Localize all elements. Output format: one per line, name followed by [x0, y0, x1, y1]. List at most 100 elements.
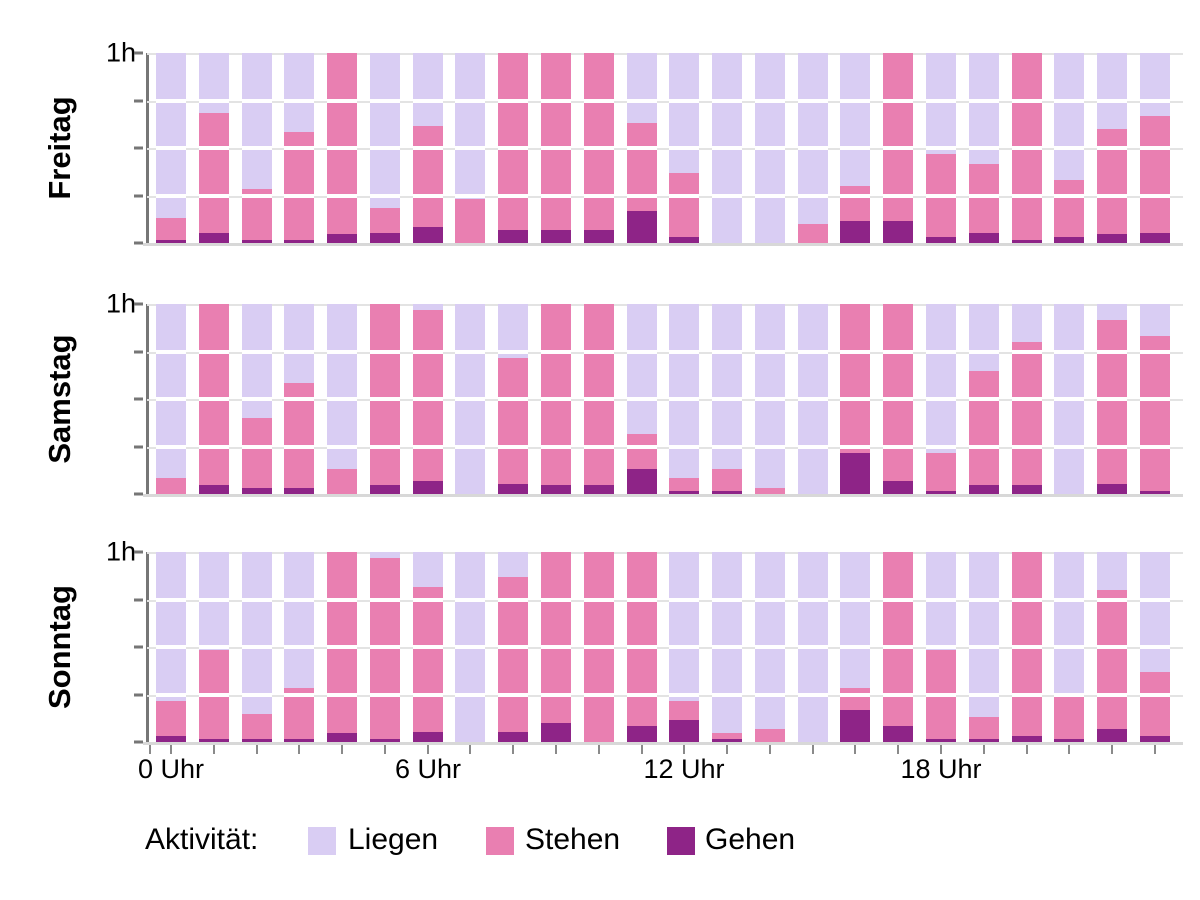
gridline-over-bar [797, 98, 828, 103]
gridline-over-bar [1097, 597, 1128, 602]
plot-area-sonntag [143, 552, 1183, 745]
gridline-over-bar [541, 692, 572, 697]
segment-gehen [968, 233, 999, 243]
gridline-over-bar [669, 397, 700, 401]
segment-liegen [1097, 304, 1128, 320]
segment-gehen [1097, 484, 1128, 494]
bar-hour-3 [284, 304, 315, 494]
gridline [147, 100, 1183, 103]
gridline-over-bar [327, 597, 358, 602]
segment-liegen [1097, 53, 1128, 129]
segment-stehen [883, 304, 914, 482]
gridline-over-bar [968, 98, 999, 103]
gridline-over-bar [541, 444, 572, 449]
gridline-over-bar [583, 645, 614, 649]
x-tick-label-18: 18 Uhr [900, 754, 982, 784]
segment-liegen [498, 304, 529, 358]
segment-gehen [412, 227, 443, 243]
segment-gehen [626, 726, 657, 742]
bar-hour-5 [369, 552, 400, 742]
gridline [147, 552, 1183, 554]
segment-liegen [754, 304, 785, 488]
segment-liegen [669, 552, 700, 701]
segment-stehen [498, 577, 529, 733]
gridline-over-bar [156, 146, 186, 150]
segment-liegen [241, 53, 272, 190]
gridline-over-bar [583, 397, 614, 401]
gridline-over-bar [883, 692, 914, 697]
segment-liegen [327, 304, 358, 469]
x-axis-tick [940, 745, 943, 754]
bar-hour-5 [369, 53, 400, 243]
bar-hour-0 [156, 552, 186, 742]
bar-hour-4 [327, 53, 358, 243]
bar-hour-10 [583, 304, 614, 494]
gridline-over-bar [669, 645, 700, 649]
bar-hour-17 [883, 552, 914, 742]
gridline-over-bar [840, 349, 871, 354]
bar-hour-14 [754, 53, 785, 243]
gridline-over-bar [327, 98, 358, 103]
segment-gehen [968, 484, 999, 494]
segment-stehen [1011, 552, 1042, 736]
bar-hour-9 [541, 552, 572, 742]
gridline-over-bar [840, 692, 871, 697]
segment-liegen [284, 53, 315, 133]
gridline-over-bar [498, 98, 529, 103]
gridline-over-bar [926, 349, 957, 354]
segment-stehen [968, 163, 999, 234]
bar-hour-8 [498, 552, 529, 742]
bar-hour-14 [754, 304, 785, 494]
y-axis-top-label: 1h [105, 37, 136, 68]
panel-freitag: Freitag 1h [0, 38, 1200, 246]
gridline-over-bar [198, 444, 229, 449]
gridline-over-bar [412, 193, 443, 198]
segment-gehen [669, 236, 700, 243]
segment-gehen [968, 738, 999, 742]
segment-liegen [968, 304, 999, 371]
gridline-over-bar [498, 397, 529, 401]
gridline-over-bar [626, 692, 657, 697]
y-axis-tick [134, 146, 143, 150]
x-axis-tick [640, 745, 643, 754]
segment-stehen [883, 53, 914, 221]
gridline-over-bar [840, 193, 871, 198]
segment-liegen [968, 552, 999, 717]
gridline-over-bar [1097, 98, 1128, 103]
y-axis-tick [134, 492, 143, 496]
bar-hour-16 [840, 552, 871, 742]
segment-stehen [1097, 319, 1128, 485]
bar-hour-11 [626, 552, 657, 742]
gridline-over-bar [412, 692, 443, 697]
gridline-over-bar [198, 146, 229, 150]
gridline-over-bar [583, 98, 614, 103]
legend-swatch-gehen [667, 827, 695, 855]
gridline-over-bar [883, 597, 914, 602]
x-axis [147, 742, 1183, 758]
segment-gehen [156, 239, 186, 243]
gridline-over-bar [156, 193, 186, 198]
segment-liegen [455, 53, 486, 199]
gridline [147, 399, 1183, 401]
gridline-over-bar [1011, 444, 1042, 449]
panel-day-label: Sonntag [42, 585, 77, 709]
bar-hour-15 [797, 552, 828, 742]
gridline-over-bar [583, 193, 614, 198]
x-axis-tick [726, 745, 729, 754]
gridline-over-bar [926, 692, 957, 697]
gridline-over-bar [156, 349, 186, 354]
gridline-over-bar [284, 645, 315, 649]
gridline-over-bar [669, 597, 700, 602]
bar-hour-7 [455, 53, 486, 243]
gridline-over-bar [369, 597, 400, 602]
gridline-over-bar [327, 645, 358, 649]
x-axis-tick [426, 745, 429, 754]
gridline-over-bar [754, 597, 785, 602]
bar-hour-13 [712, 304, 743, 494]
gridline [147, 647, 1183, 649]
segment-stehen [498, 53, 529, 231]
bar-hour-4 [327, 552, 358, 742]
bar-hour-1 [198, 304, 229, 494]
segment-stehen [369, 304, 400, 485]
gridline-over-bar [1097, 397, 1128, 401]
